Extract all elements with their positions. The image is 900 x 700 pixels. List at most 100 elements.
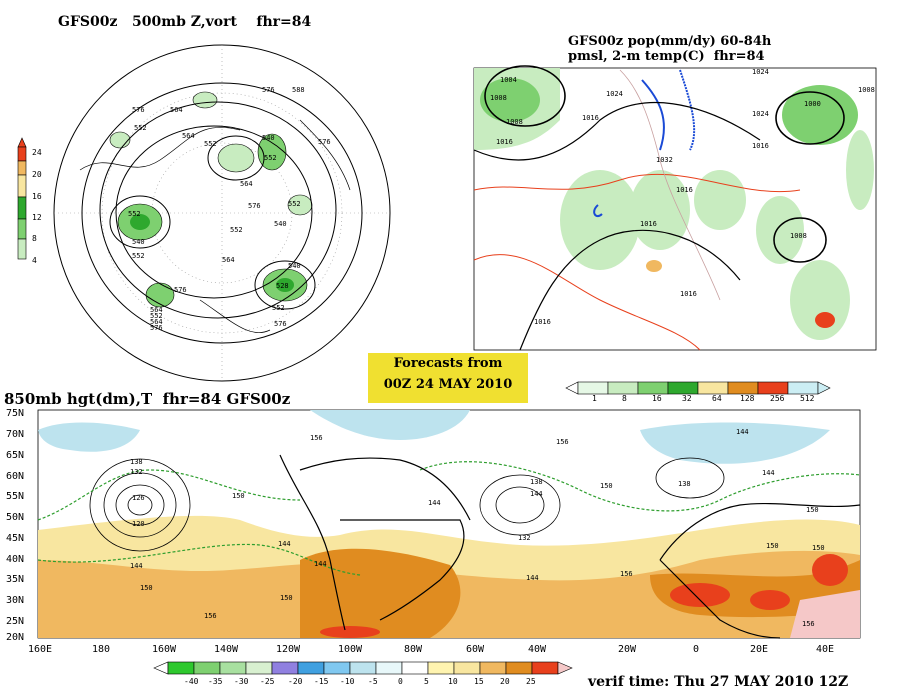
contour-label: 144 bbox=[278, 540, 291, 548]
contour-label: 156 bbox=[620, 570, 633, 578]
panel-a-colorbar: 24 20 16 12 8 4 bbox=[17, 137, 42, 265]
panel-b-cb-label: 16 bbox=[652, 394, 662, 403]
panel-a-cb-label: 16 bbox=[32, 192, 42, 201]
contour-label: 144 bbox=[526, 574, 539, 582]
panel-b-cb-label: 32 bbox=[682, 394, 692, 403]
panel-a-cb-label: 20 bbox=[32, 170, 42, 179]
contour-label: 1016 bbox=[496, 138, 513, 146]
lon-label: 20W bbox=[618, 644, 637, 655]
contour-label: 1016 bbox=[640, 220, 657, 228]
panel-c-cb-label: 5 bbox=[424, 677, 429, 686]
contour-label: 144 bbox=[736, 428, 749, 436]
contour-label: 564 bbox=[150, 318, 163, 326]
panel-c-cb-label: -30 bbox=[234, 677, 249, 686]
contour-label: 1024 bbox=[752, 110, 769, 118]
panel-c-cb-label: -5 bbox=[368, 677, 378, 686]
panel-c-cb-label: 0 bbox=[398, 677, 403, 686]
panel-c-lat-labels: 75N 70N 65N 60N 55N 50N 45N 40N 35N 30N … bbox=[6, 408, 24, 643]
panel-a-contour-labels: 576 588 576 564 552 564 552 576 540 552 … bbox=[128, 86, 331, 332]
forecast-banner-line1: Forecasts from bbox=[393, 356, 503, 371]
forecast-banner: Forecasts from 00Z 24 MAY 2010 bbox=[368, 353, 528, 403]
contour-label: 540 bbox=[274, 220, 287, 228]
contour-label: 552 bbox=[204, 140, 217, 148]
panel-a-title: GFS00z 500mb Z,vort fhr=84 bbox=[58, 14, 312, 30]
contour-label: 150 bbox=[812, 544, 825, 552]
lat-label: 20N bbox=[6, 632, 24, 643]
lat-label: 65N bbox=[6, 450, 24, 461]
contour-label: 138 bbox=[130, 458, 143, 466]
panel-a-cb-label: 4 bbox=[32, 256, 37, 265]
contour-label: 1008 bbox=[790, 232, 807, 240]
contour-label: 1000 bbox=[804, 100, 821, 108]
contour-label: 1008 bbox=[506, 118, 523, 126]
panel-b-colorbar: 1 8 16 32 64 128 256 512 bbox=[565, 381, 831, 403]
forecast-banner-line2: 00Z 24 MAY 2010 bbox=[383, 377, 513, 392]
contour-label: 576 bbox=[248, 202, 261, 210]
contour-label: 576 bbox=[150, 324, 163, 332]
lon-label: 180 bbox=[92, 644, 110, 655]
panel-b-subtitle: pmsl, 2-m temp(C) fhr=84 bbox=[568, 49, 765, 64]
contour-label: 1016 bbox=[534, 318, 551, 326]
contour-label: 1008 bbox=[490, 94, 507, 102]
contour-label: 588 bbox=[292, 86, 305, 94]
contour-label: 1016 bbox=[676, 186, 693, 194]
contour-label: 156 bbox=[310, 434, 323, 442]
contour-label: 576 bbox=[274, 320, 287, 328]
contour-label: 1004 bbox=[500, 76, 517, 84]
lat-label: 25N bbox=[6, 616, 24, 627]
contour-label: 150 bbox=[600, 482, 613, 490]
contour-label: 552 bbox=[134, 124, 147, 132]
panel-b-cb-label: 1 bbox=[592, 394, 597, 403]
lon-label: 20E bbox=[750, 644, 768, 655]
lat-label: 50N bbox=[6, 512, 24, 523]
contour-label: 1024 bbox=[606, 90, 623, 98]
contour-label: 1024 bbox=[752, 68, 769, 76]
contour-label: 552 bbox=[132, 252, 145, 260]
panel-c-cb-label: 20 bbox=[500, 677, 510, 686]
panel-a-cb-label: 12 bbox=[32, 213, 42, 222]
contour-label: 552 bbox=[150, 312, 163, 320]
contour-label: 150 bbox=[806, 506, 819, 514]
contour-label: 1016 bbox=[752, 142, 769, 150]
panel-a-polar-disc bbox=[53, 44, 391, 382]
panel-b-contour-labels: 1004 1008 1008 1016 1024 1024 1016 1032 … bbox=[490, 68, 875, 326]
contour-label: 156 bbox=[556, 438, 569, 446]
contour-label: 156 bbox=[204, 612, 217, 620]
lat-label: 75N bbox=[6, 408, 24, 419]
contour-label: 576 bbox=[174, 286, 187, 294]
panel-c-cb-label: 10 bbox=[448, 677, 458, 686]
lon-label: 160W bbox=[152, 644, 177, 655]
contour-label: 1032 bbox=[656, 156, 673, 164]
panel-c-cb-label: -20 bbox=[288, 677, 303, 686]
contour-label: 540 bbox=[262, 134, 275, 142]
contour-label: 150 bbox=[766, 542, 779, 550]
panel-b-cb-label: 512 bbox=[800, 394, 815, 403]
lat-label: 45N bbox=[6, 533, 24, 544]
panel-a-cb-label: 8 bbox=[32, 234, 37, 243]
verif-time: verif time: Thu 27 MAY 2010 12Z bbox=[588, 674, 849, 690]
contour-label: 528 bbox=[276, 282, 289, 290]
contour-label: 144 bbox=[762, 469, 775, 477]
contour-label: 132 bbox=[130, 468, 143, 476]
panel-c-cb-label: 25 bbox=[526, 677, 536, 686]
contour-label: 120 bbox=[132, 520, 145, 528]
contour-label: 138 bbox=[678, 480, 691, 488]
panel-c-cb-label: -25 bbox=[260, 677, 275, 686]
panel-b-title: GFS00z pop(mm/dy) 60-84h bbox=[568, 34, 772, 49]
lon-label: 40E bbox=[816, 644, 834, 655]
contour-label: 150 bbox=[232, 492, 245, 500]
contour-label: 552 bbox=[272, 304, 285, 312]
panel-b-cb-label: 8 bbox=[622, 394, 627, 403]
contour-label: 564 bbox=[182, 132, 195, 140]
lon-label: 140W bbox=[214, 644, 239, 655]
contour-label: 576 bbox=[132, 106, 145, 114]
contour-label: 564 bbox=[240, 180, 253, 188]
contour-label: 564 bbox=[222, 256, 235, 264]
contour-label: 144 bbox=[314, 560, 327, 568]
panel-c-cb-label: -40 bbox=[184, 677, 199, 686]
contour-label: 150 bbox=[280, 594, 293, 602]
panel-b-cb-label: 128 bbox=[740, 394, 755, 403]
contour-label: 138 bbox=[530, 478, 543, 486]
contour-label: 126 bbox=[132, 494, 145, 502]
